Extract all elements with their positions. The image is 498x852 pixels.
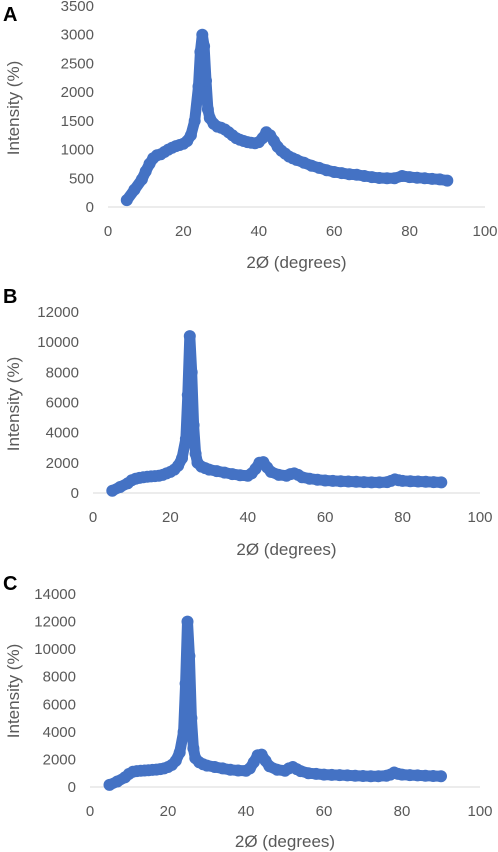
chart-panel-c: C 0 2000 4000 6000 8000 10000 12000 14000 0 20 40 6… bbox=[0, 565, 498, 852]
y-tick-label: 3000 bbox=[61, 27, 94, 44]
data-point bbox=[183, 330, 196, 343]
x-tick-label: 60 bbox=[326, 223, 343, 240]
chart-panel-a: A 0 500 1000 1500 2000 2500 3000 3500 0 20 40 60 80 1… bbox=[0, 0, 498, 280]
y-tick-label: 8000 bbox=[43, 669, 76, 686]
x-axis-title: 2Ø (degrees) bbox=[236, 540, 336, 559]
y-tick-label: 10000 bbox=[37, 334, 79, 351]
data-point bbox=[185, 712, 198, 725]
x-tick-label: 20 bbox=[162, 509, 179, 526]
x-tick-label: 80 bbox=[394, 509, 411, 526]
x-tick-label: 0 bbox=[86, 803, 94, 820]
data-point bbox=[120, 194, 133, 207]
panel-label: B bbox=[3, 286, 18, 308]
data-point bbox=[441, 174, 454, 187]
x-tick-label: 100 bbox=[467, 803, 492, 820]
y-tick-label: 2000 bbox=[43, 751, 76, 768]
y-tick-label: 0 bbox=[71, 485, 79, 502]
y-tick-label: 4000 bbox=[46, 425, 79, 442]
chart-b-plot: 0 2000 4000 6000 8000 10000 12000 0 20 40 60 80 100 2… bbox=[4, 304, 493, 559]
data-point bbox=[184, 129, 197, 142]
y-tick-label: 500 bbox=[69, 170, 94, 187]
x-tick-label: 40 bbox=[238, 803, 255, 820]
chart-panel-b: B 0 2000 4000 6000 8000 10000 12000 0 20 40 60 80 10… bbox=[0, 280, 498, 565]
data-point bbox=[200, 74, 212, 87]
y-axis-title: Intensity (%) bbox=[4, 61, 23, 155]
data-point bbox=[187, 419, 200, 432]
x-tick-label: 40 bbox=[239, 509, 256, 526]
series-trace bbox=[104, 616, 447, 791]
y-tick-label: 1500 bbox=[61, 113, 94, 130]
data-point bbox=[181, 615, 194, 628]
y-tick-label: 10000 bbox=[34, 641, 76, 658]
x-axis-title: 2Ø (degrees) bbox=[246, 253, 346, 272]
chart-c-plot: 0 2000 4000 6000 8000 10000 12000 14000 0 20 40 60 8… bbox=[4, 586, 493, 851]
y-axis-title: Intensity (%) bbox=[4, 357, 23, 451]
x-tick-label: 60 bbox=[316, 803, 333, 820]
y-tick-label: 0 bbox=[86, 199, 94, 216]
y-tick-label: 6000 bbox=[46, 395, 79, 412]
y-tick-label: 0 bbox=[68, 779, 76, 796]
y-tick-label: 2500 bbox=[61, 55, 94, 72]
data-point bbox=[181, 389, 194, 401]
chart-a-plot: 0 500 1000 1500 2000 2500 3000 3500 0 20 40 60 80 100… bbox=[4, 0, 498, 272]
y-tick-label: 4000 bbox=[43, 724, 76, 741]
data-point bbox=[183, 650, 196, 662]
data-point bbox=[128, 183, 141, 196]
x-tick-label: 20 bbox=[175, 223, 192, 240]
panel-label: C bbox=[3, 573, 18, 595]
data-point bbox=[179, 677, 192, 690]
y-tick-label: 12000 bbox=[37, 304, 79, 321]
y-tick-label: 12000 bbox=[34, 614, 76, 631]
y-tick-label: 2000 bbox=[46, 455, 79, 472]
data-point bbox=[435, 770, 447, 783]
y-tick-label: 6000 bbox=[43, 696, 76, 713]
data-point bbox=[177, 725, 190, 738]
data-point bbox=[189, 447, 202, 460]
x-tick-label: 20 bbox=[160, 803, 177, 820]
data-point bbox=[198, 40, 211, 53]
y-tick-label: 8000 bbox=[46, 364, 79, 381]
x-axis-title: 2Ø (degrees) bbox=[235, 832, 335, 851]
x-tick-label: 100 bbox=[472, 223, 497, 240]
data-point bbox=[435, 476, 448, 489]
x-tick-label: 40 bbox=[250, 223, 267, 240]
data-point bbox=[179, 432, 192, 445]
data-point bbox=[187, 742, 200, 755]
data-point bbox=[185, 366, 198, 379]
x-tick-label: 80 bbox=[401, 223, 418, 240]
data-point bbox=[176, 452, 188, 465]
panel-label: A bbox=[3, 4, 18, 26]
data-point bbox=[196, 28, 209, 41]
y-tick-label: 14000 bbox=[34, 586, 76, 603]
y-tick-label: 2000 bbox=[61, 84, 94, 101]
y-tick-label: 1000 bbox=[61, 142, 94, 159]
series-trace bbox=[106, 330, 447, 497]
x-tick-label: 0 bbox=[89, 509, 97, 526]
x-tick-label: 60 bbox=[317, 509, 334, 526]
data-point bbox=[188, 114, 201, 127]
x-tick-label: 0 bbox=[104, 223, 112, 240]
y-tick-label: 3500 bbox=[61, 0, 94, 15]
x-tick-label: 100 bbox=[467, 509, 492, 526]
y-axis-title: Intensity (%) bbox=[4, 644, 23, 738]
x-tick-label: 80 bbox=[394, 803, 411, 820]
data-point bbox=[173, 746, 186, 759]
